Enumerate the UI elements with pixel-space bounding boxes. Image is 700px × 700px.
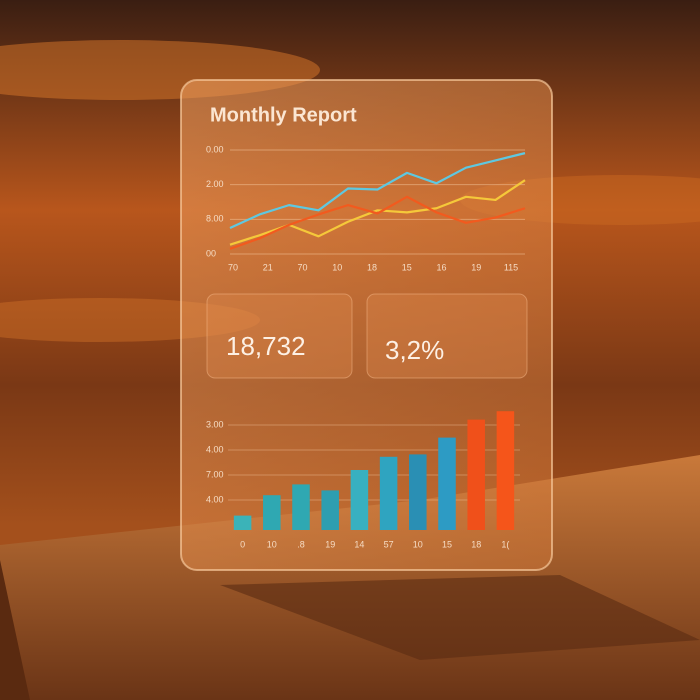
stat-card: [206, 293, 353, 379]
x-tick-label: 18: [367, 262, 377, 272]
y-tick-label: 2.00: [206, 179, 224, 189]
x-tick-label: 16: [436, 262, 446, 272]
line-series: [229, 195, 526, 250]
line-series: [229, 152, 526, 229]
x-tick-label: 18: [471, 539, 481, 549]
shadow: [220, 575, 700, 660]
x-tick-label: 115: [504, 262, 518, 272]
x-tick-label: .8: [297, 539, 305, 549]
stone-edge: [0, 560, 30, 700]
x-tick-label: 70: [228, 262, 238, 272]
x-tick-label: 19: [471, 262, 481, 272]
bar: [350, 470, 369, 530]
x-tick-label: 21: [263, 262, 273, 272]
y-tick-label: 4.00: [206, 444, 224, 454]
y-tick-label: 3.00: [206, 419, 224, 429]
bar: [496, 411, 515, 530]
y-tick-label: 00: [206, 248, 216, 258]
bar: [292, 484, 310, 530]
bar: [409, 454, 427, 530]
y-tick-label: 4.00: [206, 494, 224, 504]
bar: [379, 456, 398, 530]
bar: [233, 515, 252, 530]
panel-title: Monthly Report: [210, 104, 357, 126]
x-tick-label: 10: [413, 539, 423, 549]
bar: [438, 437, 456, 530]
stat-card: [366, 293, 528, 379]
x-tick-label: 19: [325, 539, 335, 549]
x-tick-label: 0: [240, 539, 245, 549]
x-tick-label: 70: [297, 262, 307, 272]
x-tick-label: 10: [332, 262, 342, 272]
x-tick-label: 15: [402, 262, 412, 272]
x-tick-label: 1(: [501, 539, 509, 549]
x-tick-label: 15: [442, 539, 452, 549]
x-tick-label: 57: [384, 539, 394, 549]
stat-value: 18,732: [226, 331, 306, 361]
x-tick-label: 10: [267, 539, 277, 549]
y-tick-label: 0.00: [206, 144, 224, 154]
stat-value: 3,2%: [385, 335, 444, 365]
y-tick-label: 7.00: [206, 469, 224, 479]
y-tick-label: 8.00: [206, 214, 224, 224]
bar: [321, 490, 339, 530]
bar: [467, 419, 485, 530]
x-tick-label: 14: [354, 539, 364, 549]
bar: [263, 495, 281, 530]
